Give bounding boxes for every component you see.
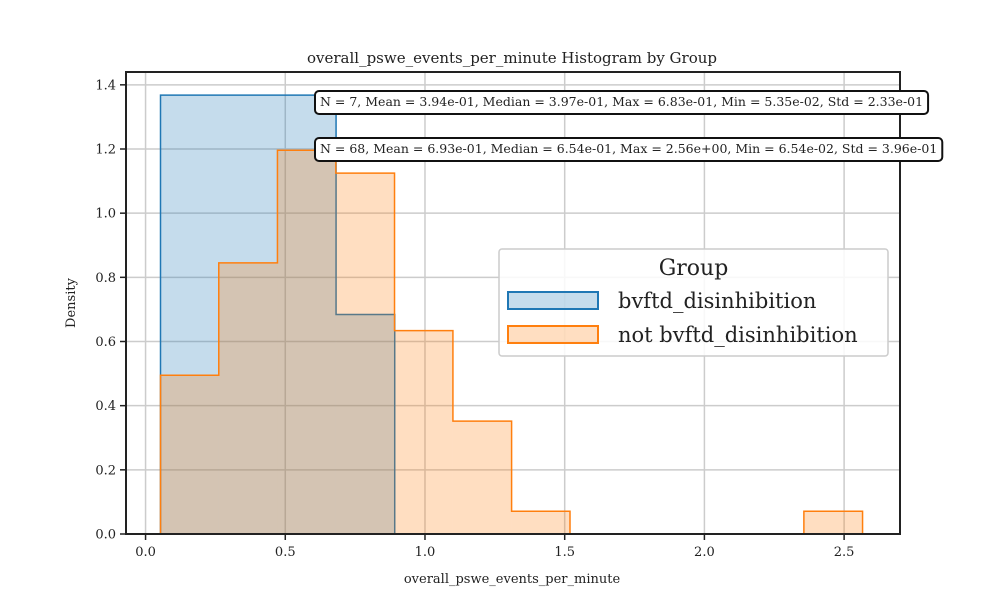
y-tick-label-4: 0.8 xyxy=(95,271,116,286)
legend-label-0: bvftd_disinhibition xyxy=(618,289,816,313)
y-tick-label-6: 1.2 xyxy=(95,143,116,158)
bar-0-0 xyxy=(160,95,337,534)
chart-title: overall_pswe_events_per_minute Histogram… xyxy=(307,49,717,67)
legend-label-1: not bvftd_disinhibition xyxy=(618,323,858,347)
annotation-box-0 xyxy=(314,90,930,115)
x-tick-label-4: 2.0 xyxy=(694,545,715,560)
bar-1-5 xyxy=(452,421,512,534)
axes xyxy=(125,71,901,535)
series-outline-0 xyxy=(159,94,396,534)
histogram-bars xyxy=(159,94,864,535)
bar-1-6 xyxy=(511,511,571,534)
y-tick-label-7: 1.4 xyxy=(95,78,116,93)
annotation-text-1: N = 68, Mean = 6.93e-01, Median = 6.54e-… xyxy=(320,141,937,156)
legend-swatch-0 xyxy=(507,291,599,310)
bar-1-4 xyxy=(394,330,453,534)
y-tick-label-5: 1.0 xyxy=(95,207,116,222)
x-tick-label-3: 1.5 xyxy=(554,545,575,560)
y-tick-label-1: 0.2 xyxy=(95,463,116,478)
bar-1-0 xyxy=(160,375,219,534)
bar-1-3 xyxy=(335,173,395,534)
bar-1-1 xyxy=(218,262,278,534)
legend-frame xyxy=(498,248,889,357)
bar-0-1 xyxy=(336,314,395,534)
x-tick-label-1: 0.5 xyxy=(275,545,296,560)
bar-1-11 xyxy=(803,511,863,534)
ticks: 0.0 0.5 1.0 1.5 2.0 2.5 0.0 0.2 0.4 0.6 0.8 1.0 1.2 1… xyxy=(95,78,854,560)
plot-frame xyxy=(125,71,901,535)
x-axis-title: overall_pswe_events_per_minute xyxy=(404,572,621,587)
legend-swatch-1 xyxy=(507,325,599,344)
x-tick-label-2: 1.0 xyxy=(415,545,436,560)
stat-annotations: N = 7, Mean = 3.94e-01, Median = 3.97e-0… xyxy=(314,90,944,162)
annotation-text-0: N = 7, Mean = 3.94e-01, Median = 3.97e-0… xyxy=(320,94,923,109)
legend-title: Group xyxy=(659,256,729,281)
annotation-box-1 xyxy=(314,137,944,162)
y-axis-title: Density xyxy=(64,277,79,328)
x-tick-label-0: 0.0 xyxy=(135,545,156,560)
x-tick-label-5: 2.5 xyxy=(834,545,855,560)
y-tick-label-0: 0.0 xyxy=(95,528,116,543)
y-tick-label-3: 0.6 xyxy=(95,335,116,350)
bar-1-2 xyxy=(277,150,336,535)
y-tick-label-2: 0.4 xyxy=(95,399,116,414)
